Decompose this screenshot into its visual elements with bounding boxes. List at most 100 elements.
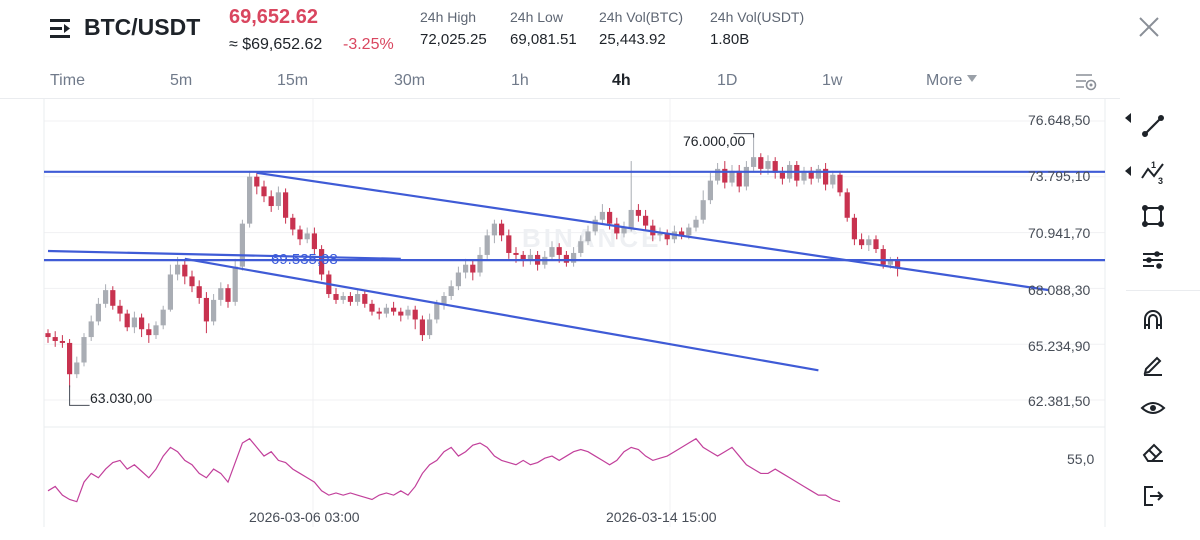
candle-body xyxy=(412,309,418,320)
header-divider xyxy=(0,98,1120,99)
candle-body xyxy=(722,168,728,183)
chevron-down-icon xyxy=(967,75,978,82)
candle-body xyxy=(693,219,699,228)
candle-body xyxy=(81,337,87,363)
candle-body xyxy=(801,170,807,181)
chart-settings-icon[interactable] xyxy=(1074,72,1098,92)
candle-body xyxy=(347,295,353,302)
indicators-tool-icon[interactable] xyxy=(1136,244,1170,276)
trendline[interactable] xyxy=(47,249,401,260)
date-tick: 2026-03-14 15:00 xyxy=(606,509,717,525)
tf-5m[interactable]: 5m xyxy=(170,72,193,89)
candle-body xyxy=(830,174,836,185)
price-tick: 70.941,70 xyxy=(1028,225,1091,241)
tf-1h[interactable]: 1h xyxy=(511,72,529,89)
candle-body xyxy=(707,180,713,201)
candle-body xyxy=(563,254,569,263)
tf-more[interactable]: More xyxy=(926,72,978,90)
candle-body xyxy=(117,305,123,314)
candle-body xyxy=(182,264,188,277)
candle-body xyxy=(679,231,685,236)
magnet-icon[interactable] xyxy=(1136,304,1170,336)
candle-body xyxy=(189,276,195,287)
symbol-title[interactable]: BTC/USDT xyxy=(84,14,201,40)
level-annotation: 69.535,08 xyxy=(271,251,338,268)
candle-body xyxy=(765,161,771,169)
tf-4h[interactable]: 4h xyxy=(612,72,631,89)
price-tick: 62.381,50 xyxy=(1028,393,1091,409)
candle-body xyxy=(297,229,303,240)
candle-body xyxy=(607,211,613,224)
stat-label-vol-btc: 24h Vol(BTC) xyxy=(599,9,684,25)
candle-body xyxy=(383,307,389,314)
toolbar-expand-caret-2[interactable] xyxy=(1124,165,1132,177)
candle-body xyxy=(549,247,555,257)
candle-body xyxy=(736,170,742,187)
exit-icon[interactable] xyxy=(1136,480,1170,512)
candle-body xyxy=(427,319,433,336)
menu-icon[interactable] xyxy=(48,17,74,41)
candle-body xyxy=(880,249,886,265)
shapes-tool-icon[interactable] xyxy=(1136,200,1170,232)
pencil-icon[interactable] xyxy=(1136,348,1170,380)
rsi-tick: 55,0 xyxy=(1067,451,1095,467)
tf-time[interactable]: Time xyxy=(50,72,85,89)
candle-body xyxy=(196,286,202,298)
candle-body xyxy=(729,170,735,183)
tf-30m[interactable]: 30m xyxy=(394,72,426,89)
candle-body xyxy=(369,303,375,312)
candle-body xyxy=(635,209,641,216)
candle-body xyxy=(398,311,404,316)
candle-body xyxy=(887,260,893,265)
candle-body xyxy=(657,233,663,236)
high-annotation: 76.000,00 xyxy=(683,133,746,149)
candle-body xyxy=(628,209,634,228)
candle-body xyxy=(261,186,267,197)
candle-body xyxy=(275,192,281,207)
candle-body xyxy=(700,200,706,220)
candle-body xyxy=(52,337,58,341)
candle-body xyxy=(232,266,238,302)
price-tick: 76.648,50 xyxy=(1028,112,1091,128)
toolbar-expand-caret-1[interactable] xyxy=(1124,112,1132,124)
candle-body xyxy=(621,227,627,234)
candle-body xyxy=(470,264,476,273)
tf-1d[interactable]: 1D xyxy=(717,72,738,89)
candle-body xyxy=(153,325,159,336)
trendline-tool-icon[interactable] xyxy=(1136,110,1170,142)
close-icon[interactable] xyxy=(1136,14,1162,40)
date-tick: 2026-03-06 03:00 xyxy=(249,509,360,525)
candle-body xyxy=(355,294,361,302)
candlestick-chart[interactable]: BINANCE xyxy=(0,99,1120,529)
candle-body xyxy=(268,196,274,207)
candle-body xyxy=(67,342,73,375)
drawn-lines[interactable] xyxy=(44,170,1105,372)
candle-body xyxy=(254,176,260,187)
candle-body xyxy=(110,290,116,306)
candle-body xyxy=(499,223,505,236)
high-marker-line xyxy=(733,133,755,138)
last-price: 69,652.62 xyxy=(229,6,318,28)
candle-body xyxy=(175,264,181,275)
candle-body xyxy=(239,223,245,267)
candle-body xyxy=(585,231,591,242)
candle-body xyxy=(815,168,821,179)
trendline[interactable] xyxy=(184,257,819,372)
eraser-icon[interactable] xyxy=(1136,436,1170,468)
candle-body xyxy=(463,264,469,273)
stat-value-high: 72,025.25 xyxy=(420,31,487,48)
stat-label-vol-usdt: 24h Vol(USDT) xyxy=(710,9,805,25)
candle-body xyxy=(103,290,109,304)
eye-icon[interactable] xyxy=(1136,392,1170,424)
trendline[interactable] xyxy=(256,171,1049,292)
candle-body xyxy=(844,192,850,218)
candle-body xyxy=(866,239,872,246)
candle-body xyxy=(203,297,209,322)
candle-body xyxy=(139,317,145,330)
candle-body xyxy=(477,254,483,273)
tf-1w[interactable]: 1w xyxy=(822,72,843,89)
tf-15m[interactable]: 15m xyxy=(277,72,309,89)
tf-more-label: More xyxy=(926,72,963,89)
candle-body xyxy=(851,217,857,240)
